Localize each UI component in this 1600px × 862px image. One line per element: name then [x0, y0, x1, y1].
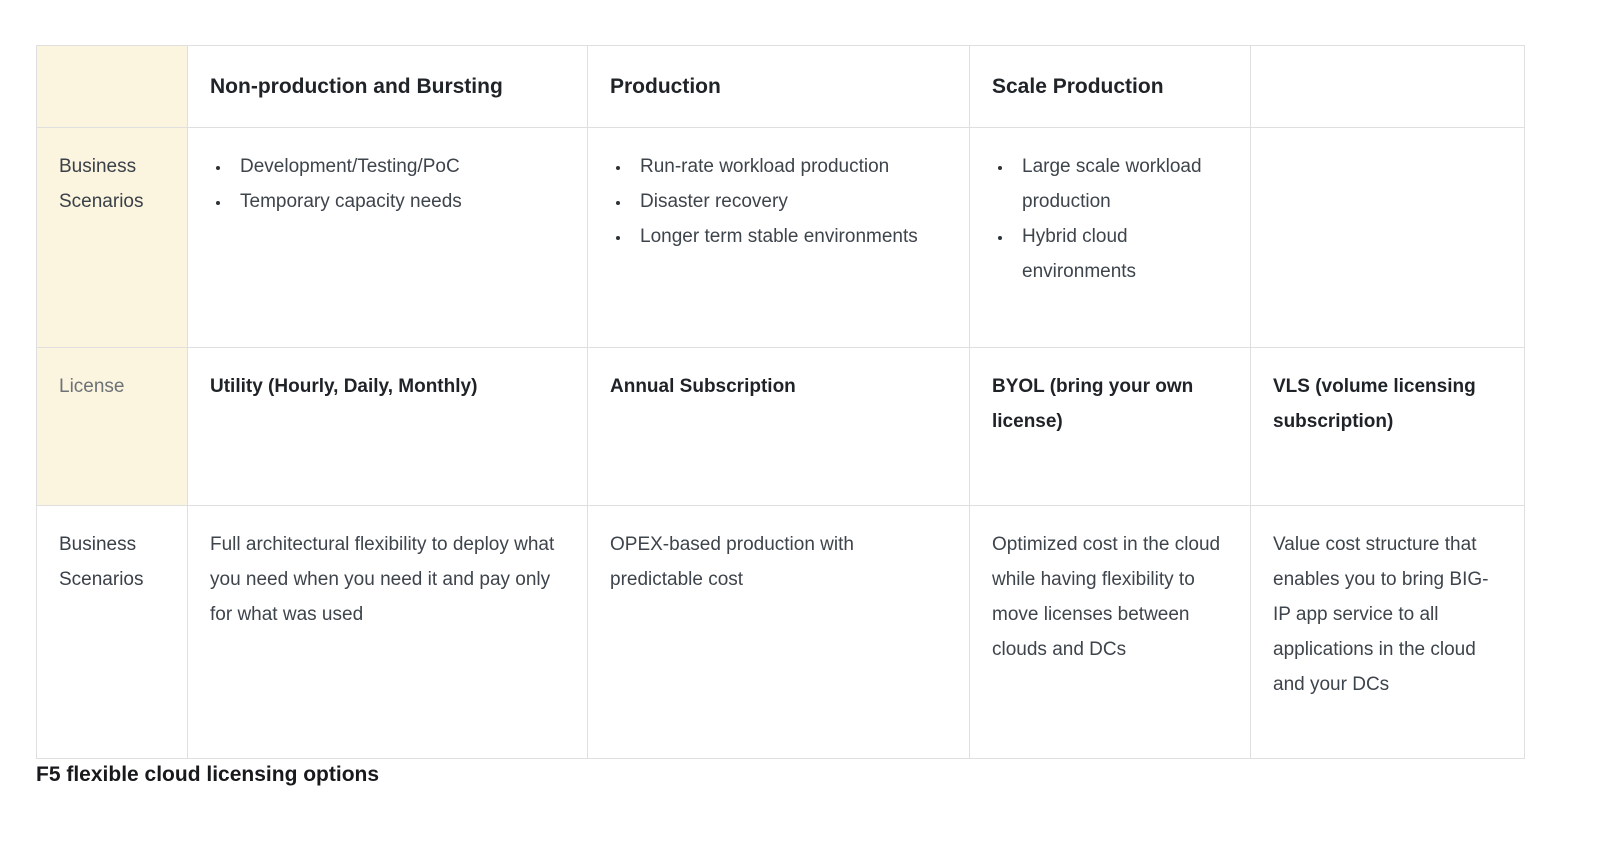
bullet-item: Longer term stable environments: [631, 219, 947, 254]
bullet-item: Run-rate workload production: [631, 149, 947, 184]
cell-license-annual-subscription: Annual Subscription: [587, 347, 970, 506]
column-header-scale-production: Scale Production: [969, 45, 1251, 128]
table-caption: F5 flexible cloud licensing options: [36, 763, 380, 786]
cell-vls-description: Value cost structure that enables you to…: [1250, 505, 1525, 759]
row-label-business-scenarios: Business Scenarios: [36, 505, 188, 759]
cell-license-utility: Utility (Hourly, Daily, Monthly): [187, 347, 588, 506]
row-label-business-scenarios: Business Scenarios: [36, 127, 188, 348]
bullet-item: Temporary capacity needs: [231, 184, 565, 219]
bullet-list: Development/Testing/PoCTemporary capacit…: [210, 149, 565, 219]
row-label-license: License: [36, 347, 188, 506]
cell-non-production-scenarios: Development/Testing/PoCTemporary capacit…: [187, 127, 588, 348]
bullet-item: Disaster recovery: [631, 184, 947, 219]
bullet-item: Large scale workload production: [1013, 149, 1228, 219]
cell-scale-production-scenarios: Large scale workload productionHybrid cl…: [969, 127, 1251, 348]
licensing-table: Non-production and Bursting Production S…: [36, 45, 1525, 759]
cell-license-vls: VLS (volume licensing subscription): [1250, 347, 1525, 506]
bullet-list: Large scale workload productionHybrid cl…: [992, 149, 1228, 289]
corner-cell: [36, 45, 188, 128]
business-scenarios-top-row: Business Scenarios Development/Testing/P…: [36, 127, 1525, 348]
header-row: Non-production and Bursting Production S…: [36, 45, 1525, 128]
cell-production-scenarios: Run-rate workload productionDisaster rec…: [587, 127, 970, 348]
business-scenarios-bottom-row: Business Scenarios Full architectural fl…: [36, 505, 1525, 759]
bullet-item: Hybrid cloud environments: [1013, 219, 1228, 289]
column-header-empty: [1250, 45, 1525, 128]
license-row: License Utility (Hourly, Daily, Monthly)…: [36, 347, 1525, 506]
cell-byol-description: Optimized cost in the cloud while having…: [969, 505, 1251, 759]
cell-utility-description: Full architectural flexibility to deploy…: [187, 505, 588, 759]
cell-license-byol: BYOL (bring your own license): [969, 347, 1251, 506]
column-header-non-production: Non-production and Bursting: [187, 45, 588, 128]
bullet-item: Development/Testing/PoC: [231, 149, 565, 184]
cell-annual-description: OPEX-based production with predictable c…: [587, 505, 970, 759]
bullet-list: Run-rate workload productionDisaster rec…: [610, 149, 947, 254]
column-header-production: Production: [587, 45, 970, 128]
cell-empty: [1250, 127, 1525, 348]
